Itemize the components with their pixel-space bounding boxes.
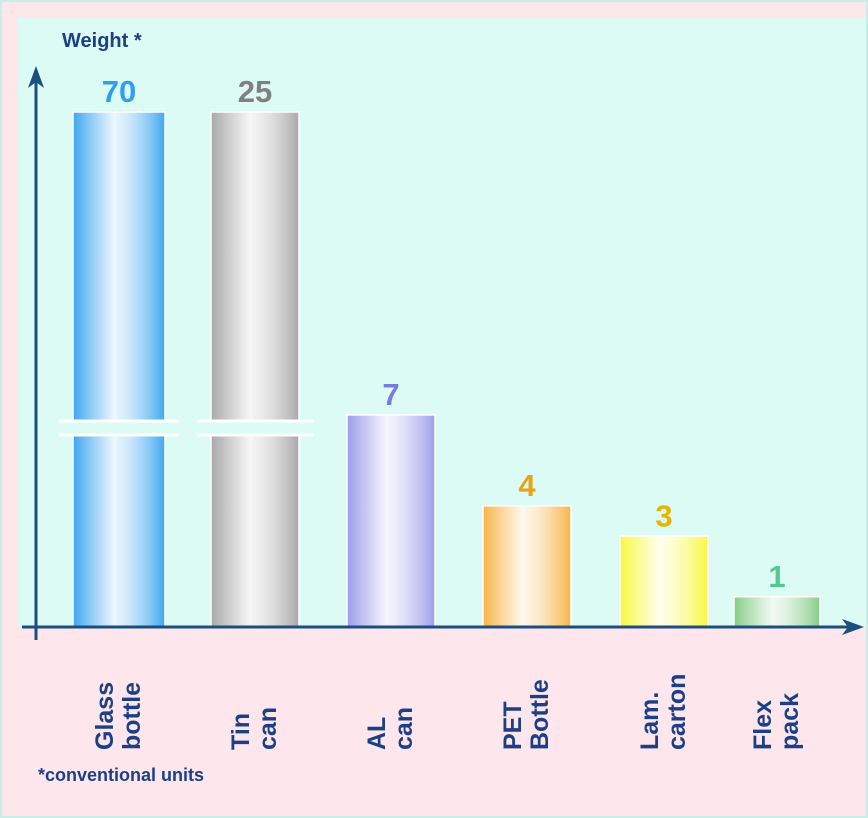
axis-break	[59, 421, 179, 435]
x-tick-label: Lam. carton	[636, 673, 691, 750]
axis-break	[197, 421, 313, 435]
x-tick-label: Flex pack	[749, 693, 804, 750]
value-label: 7	[382, 377, 399, 412]
bar	[619, 535, 709, 628]
footnote: *conventional units	[38, 765, 205, 785]
value-label: 25	[238, 74, 272, 109]
axis-title: Weight *	[62, 30, 142, 52]
bar	[72, 111, 166, 628]
x-axis-arrow	[842, 619, 864, 635]
bar	[210, 111, 300, 628]
x-tick-label: AL can	[363, 706, 418, 750]
bar	[346, 414, 436, 628]
bar	[482, 505, 572, 628]
value-label: 70	[102, 74, 136, 109]
y-axis-arrow	[28, 66, 44, 88]
x-tick-label: Tin can	[227, 706, 282, 750]
value-label: 3	[655, 498, 672, 533]
value-label: 1	[768, 559, 785, 594]
x-tick-label: Glass bottle	[91, 681, 146, 750]
value-label: 4	[518, 468, 536, 503]
x-tick-label: PET Bottle	[499, 679, 554, 750]
bar	[733, 595, 821, 628]
